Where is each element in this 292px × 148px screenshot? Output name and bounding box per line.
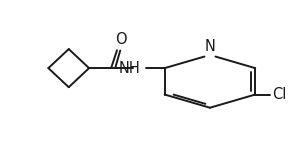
Text: NH: NH [118, 61, 140, 76]
Text: Cl: Cl [272, 87, 286, 102]
Text: O: O [115, 32, 127, 47]
Text: N: N [204, 39, 215, 54]
